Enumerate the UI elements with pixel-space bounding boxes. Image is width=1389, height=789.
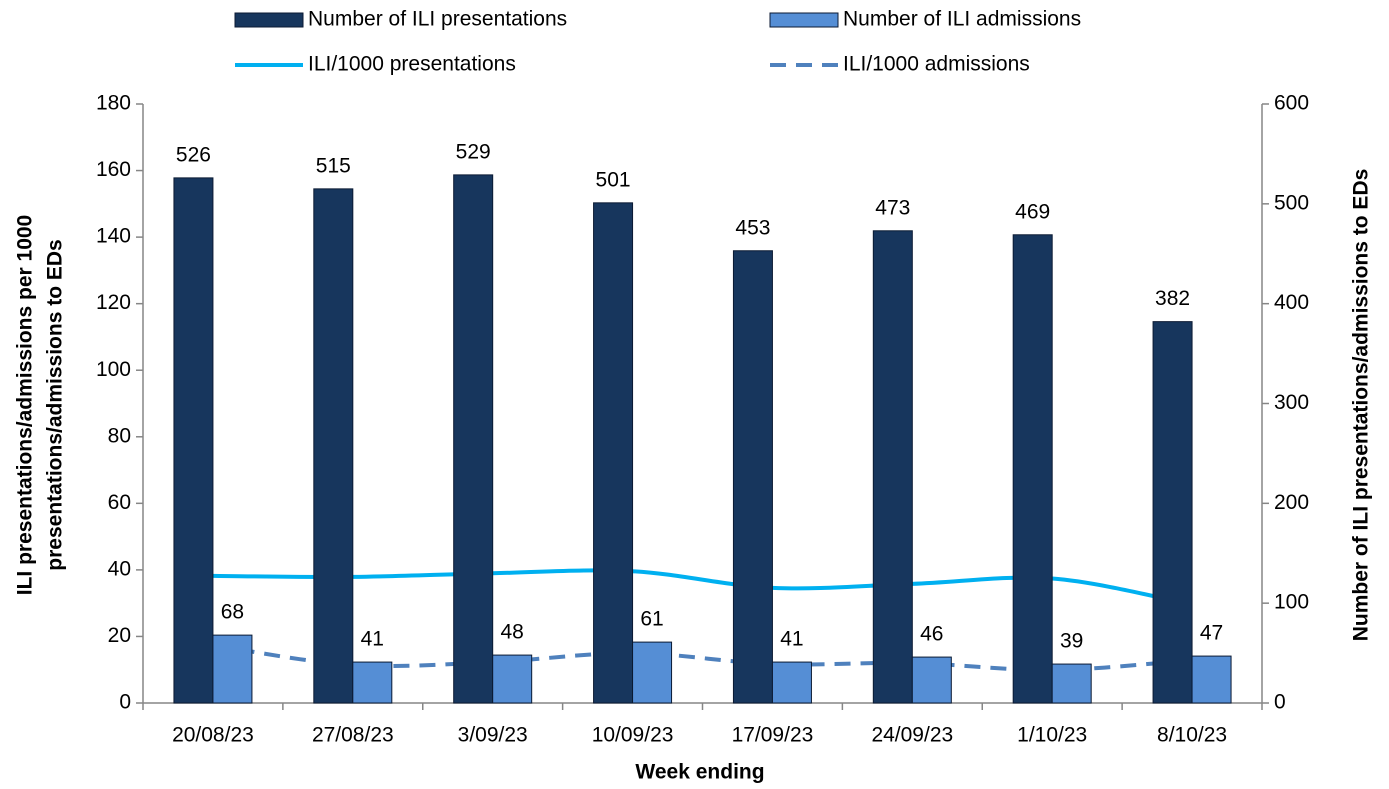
y2-tick-label: 0 (1274, 691, 1286, 714)
data-label: 68 (221, 601, 244, 624)
bar (352, 661, 393, 704)
x-axis-title: Week ending (635, 761, 764, 784)
data-label: 501 (596, 168, 631, 191)
y-tick-label: 60 (108, 491, 131, 514)
data-label: 48 (501, 621, 524, 644)
x-tick-label: 1/10/23 (1017, 724, 1087, 747)
x-tick-label: 3/09/23 (458, 724, 528, 747)
bar (1191, 655, 1232, 704)
bar (771, 661, 812, 704)
y2-tick-label: 100 (1274, 591, 1309, 614)
x-tick-label: 8/10/23 (1157, 724, 1227, 747)
bar (732, 250, 773, 704)
y-axis-title: ILI presentations/admissions per 1000 (14, 215, 37, 595)
data-label: 39 (1060, 630, 1083, 653)
y2-axis-title: Number of ILI presentations/admissions t… (1350, 169, 1373, 642)
y-tick-label: 0 (119, 691, 131, 714)
legend-swatch (769, 12, 839, 28)
bar (313, 188, 354, 704)
y2-tick-label: 600 (1274, 92, 1309, 115)
y2-tick-label: 300 (1274, 391, 1309, 414)
x-tick-label: 20/08/23 (172, 724, 254, 747)
bar (1152, 321, 1193, 704)
y-tick-label: 160 (96, 158, 131, 181)
legend-label: ILI/1000 presentations (308, 53, 516, 76)
bar (1012, 234, 1053, 704)
data-label: 41 (361, 628, 384, 651)
legend-label: ILI/1000 admissions (843, 53, 1030, 76)
bar (632, 641, 673, 704)
data-label: 526 (176, 143, 211, 166)
data-label: 529 (456, 140, 491, 163)
y2-tick-label: 200 (1274, 491, 1309, 514)
legend-swatch (234, 12, 304, 28)
legend-label: Number of ILI presentations (308, 8, 567, 31)
y-tick-label: 80 (108, 424, 131, 447)
x-tick-label: 24/09/23 (871, 724, 953, 747)
y-tick-label: 40 (108, 557, 131, 580)
x-tick-label: 10/09/23 (592, 724, 674, 747)
bar (212, 634, 253, 704)
bar (173, 177, 214, 704)
data-label: 382 (1155, 287, 1190, 310)
data-label: 61 (640, 608, 663, 631)
bar (453, 174, 494, 704)
bar (872, 230, 913, 704)
y-axis-title: presentations/admissions to EDs (44, 239, 67, 570)
data-label: 46 (920, 623, 943, 646)
y-tick-label: 100 (96, 358, 131, 381)
y2-tick-label: 400 (1274, 291, 1309, 314)
data-label: 47 (1200, 622, 1223, 645)
y2-tick-label: 500 (1274, 191, 1309, 214)
data-label: 41 (780, 628, 803, 651)
legend-label: Number of ILI admissions (843, 8, 1081, 31)
x-tick-label: 17/09/23 (732, 724, 814, 747)
bar (492, 654, 533, 704)
data-label: 473 (875, 196, 910, 219)
data-label: 515 (316, 154, 351, 177)
y-tick-label: 140 (96, 225, 131, 248)
y-tick-label: 120 (96, 291, 131, 314)
bar (911, 656, 952, 704)
bar (1051, 663, 1092, 704)
x-tick-label: 27/08/23 (312, 724, 394, 747)
bar (593, 202, 634, 704)
data-label: 453 (735, 216, 770, 239)
y-tick-label: 180 (96, 92, 131, 115)
data-label: 469 (1015, 200, 1050, 223)
y-tick-label: 20 (108, 624, 131, 647)
